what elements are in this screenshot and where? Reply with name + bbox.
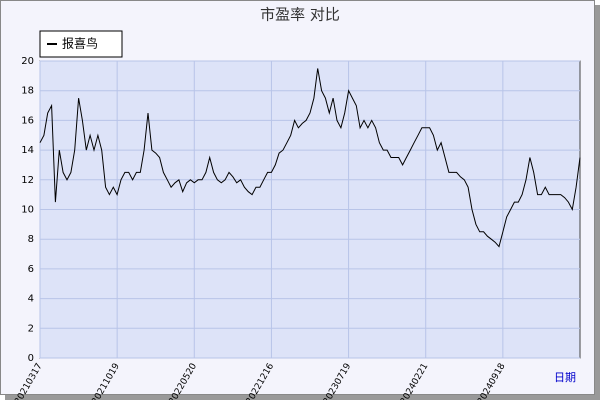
chart-title: 市盈率 对比	[260, 6, 340, 24]
y-tick-label: 4	[28, 294, 34, 305]
y-tick-label: 10	[21, 205, 34, 216]
y-tick-label: 14	[21, 145, 34, 156]
y-tick-label: 18	[21, 86, 34, 97]
x-axis-label: 日期	[554, 371, 576, 384]
series-line	[39, 68, 581, 248]
y-tick-label: 12	[21, 175, 34, 186]
legend	[39, 30, 123, 58]
shadow	[5, 395, 600, 400]
legend-label: 报喜鸟	[62, 36, 98, 51]
shadow	[595, 5, 600, 400]
y-tick-label: 20	[21, 56, 34, 67]
y-tick-label: 8	[28, 234, 34, 245]
y-tick-label: 6	[28, 264, 34, 275]
y-tick-label: 16	[21, 115, 34, 126]
y-tick-label: 2	[28, 323, 34, 334]
y-tick-label: 0	[28, 353, 34, 364]
